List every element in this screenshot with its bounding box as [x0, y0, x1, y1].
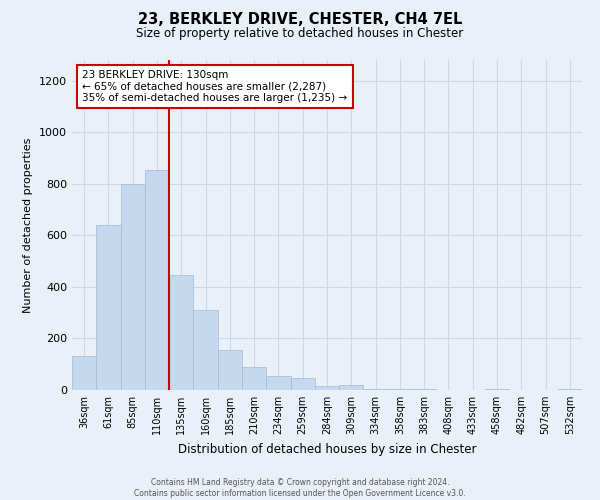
Bar	[412, 388, 436, 390]
Y-axis label: Number of detached properties: Number of detached properties	[23, 138, 34, 312]
Bar	[364, 388, 388, 390]
Bar	[315, 386, 339, 390]
Bar	[339, 385, 364, 390]
Bar	[121, 184, 145, 390]
X-axis label: Distribution of detached houses by size in Chester: Distribution of detached houses by size …	[178, 442, 476, 456]
Bar	[72, 356, 96, 390]
Text: Contains HM Land Registry data © Crown copyright and database right 2024.
Contai: Contains HM Land Registry data © Crown c…	[134, 478, 466, 498]
Text: 23 BERKLEY DRIVE: 130sqm
← 65% of detached houses are smaller (2,287)
35% of sem: 23 BERKLEY DRIVE: 130sqm ← 65% of detach…	[82, 70, 347, 103]
Text: 23, BERKLEY DRIVE, CHESTER, CH4 7EL: 23, BERKLEY DRIVE, CHESTER, CH4 7EL	[138, 12, 462, 28]
Bar	[266, 376, 290, 390]
Bar	[96, 225, 121, 390]
Bar	[145, 170, 169, 390]
Bar	[388, 388, 412, 390]
Bar	[193, 310, 218, 390]
Text: Size of property relative to detached houses in Chester: Size of property relative to detached ho…	[136, 28, 464, 40]
Bar	[558, 388, 582, 390]
Bar	[218, 350, 242, 390]
Bar	[290, 378, 315, 390]
Bar	[485, 388, 509, 390]
Bar	[169, 276, 193, 390]
Bar	[242, 367, 266, 390]
